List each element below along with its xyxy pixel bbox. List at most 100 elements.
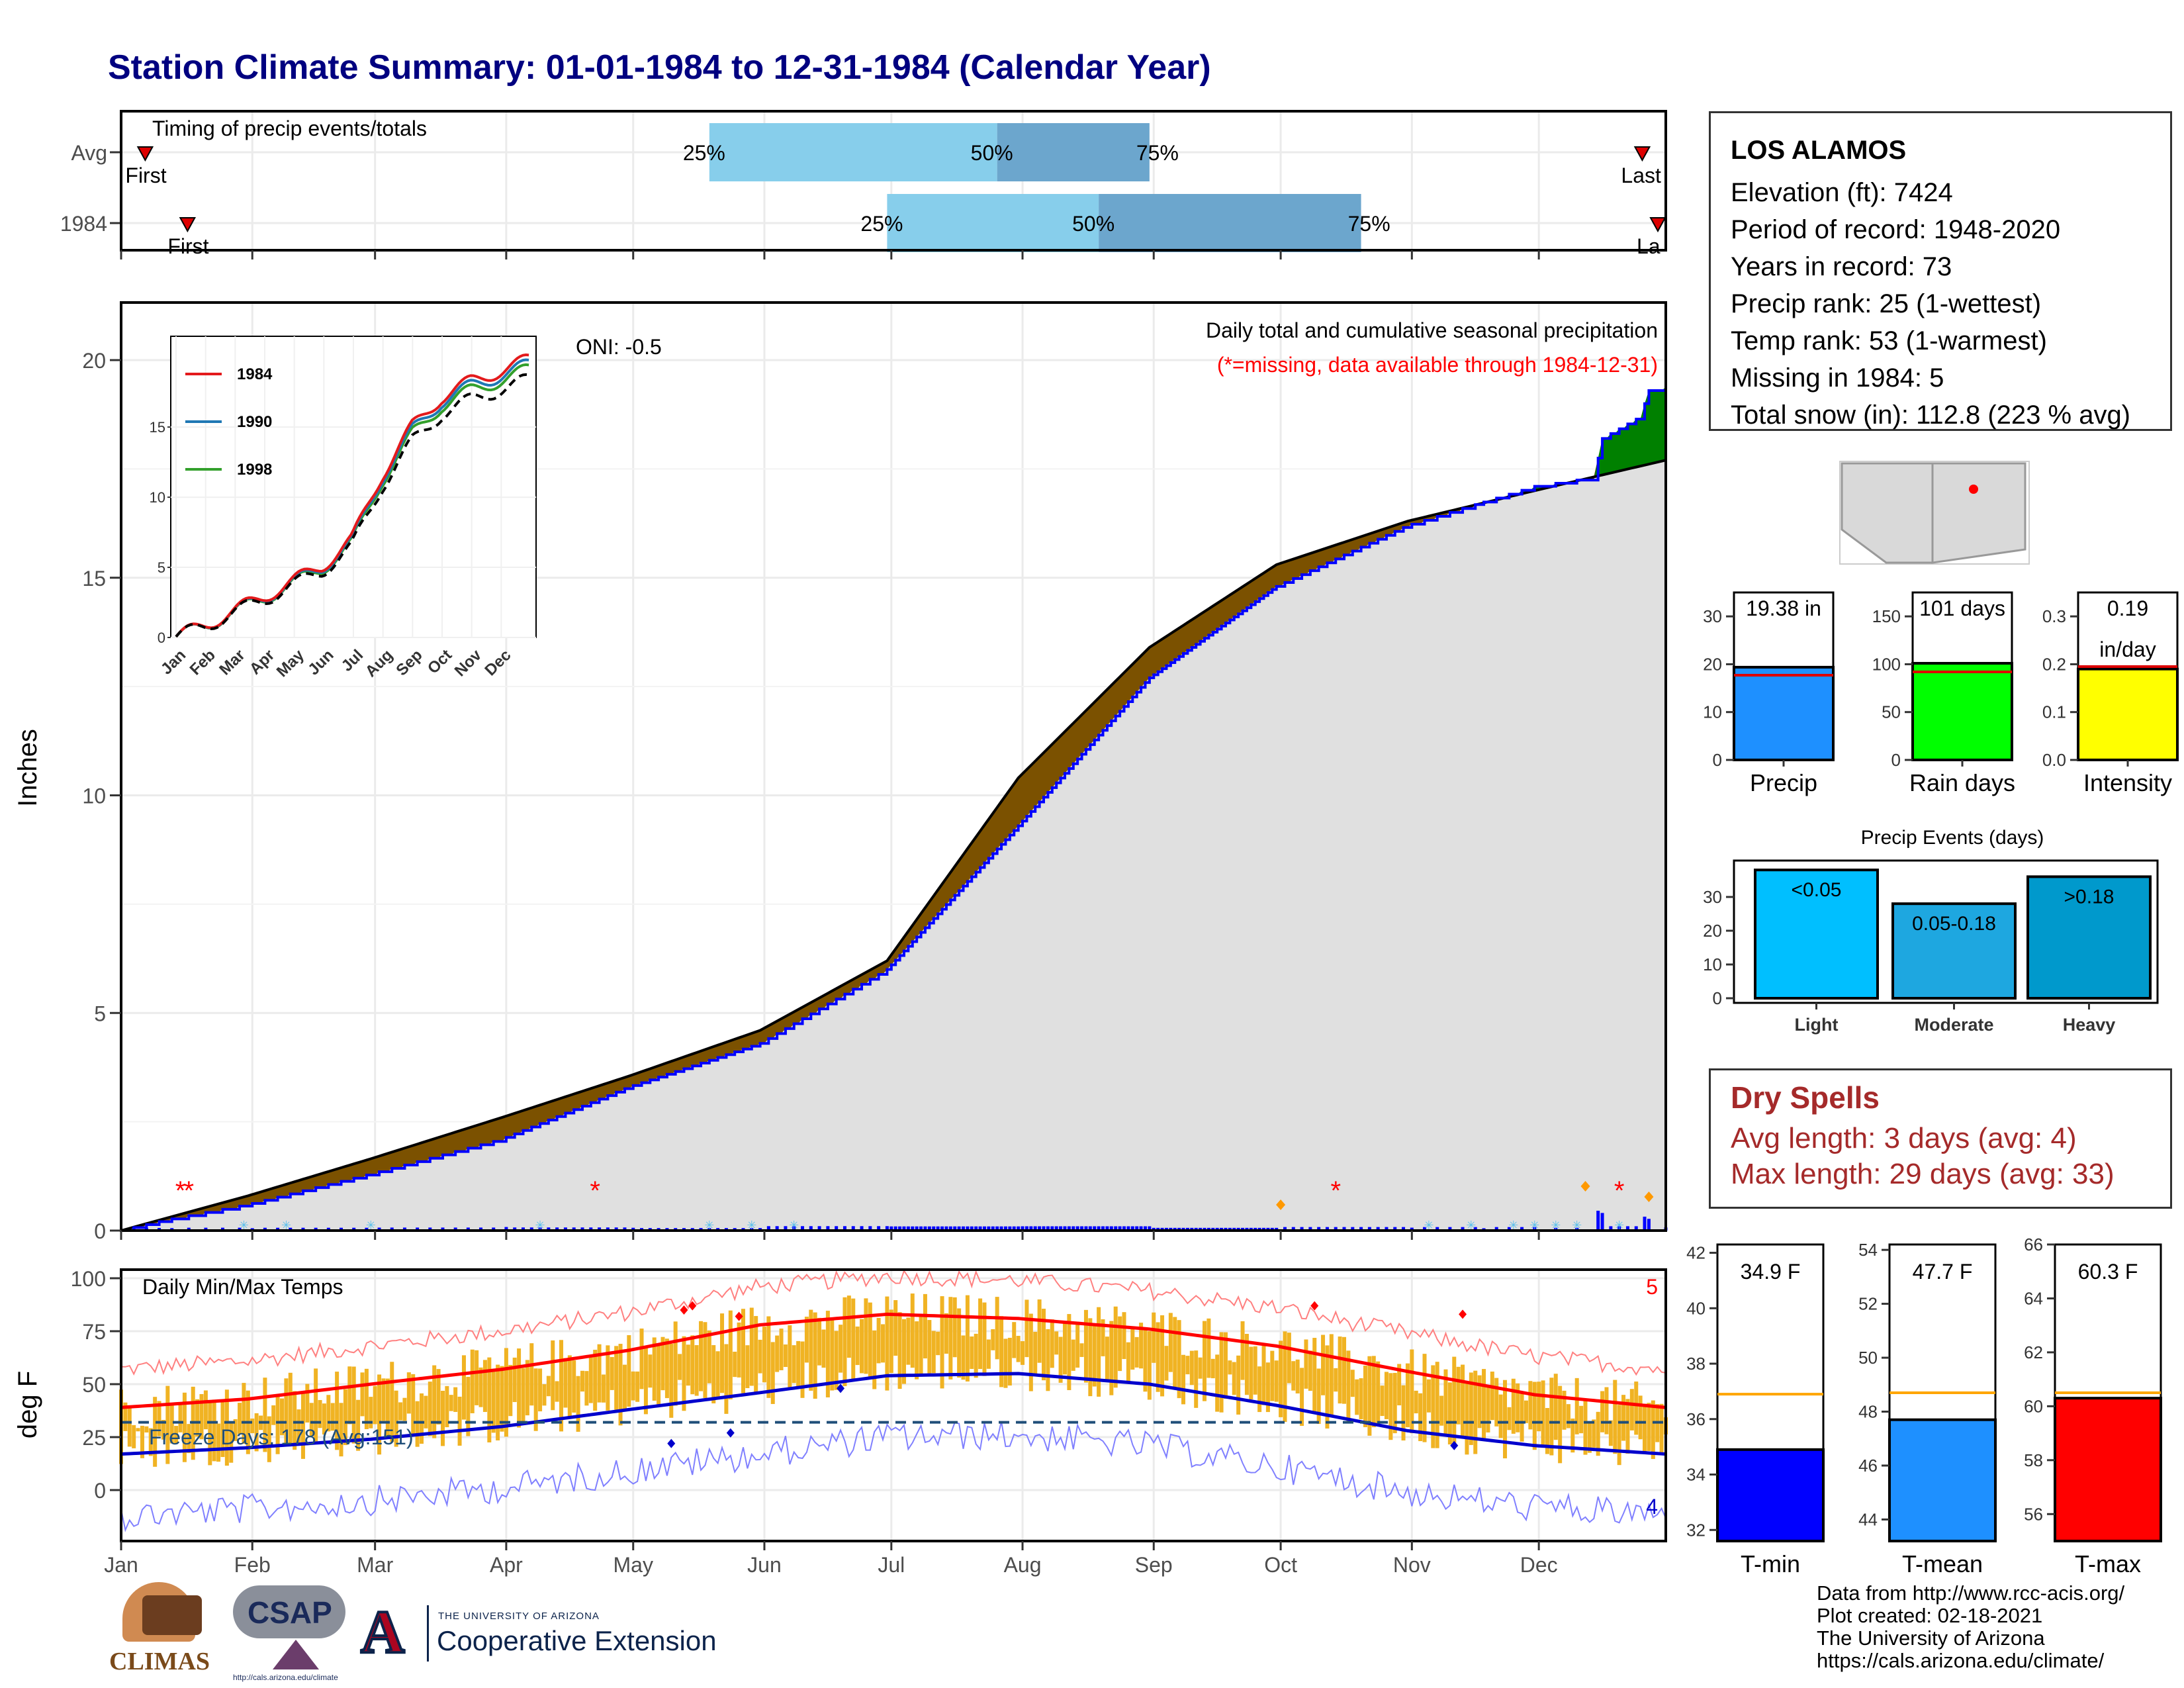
temp-summary-y-tick-label: 56 [2024, 1504, 2043, 1524]
summary-y-tick-label: 0 [1713, 750, 1722, 770]
daily-precip-bar [466, 1227, 470, 1231]
daily-temp-bar [631, 1371, 635, 1401]
daily-temp-bar [919, 1316, 923, 1376]
daily-temp-bar [1164, 1346, 1169, 1381]
daily-temp-bar [165, 1385, 170, 1464]
csap-mountain-icon [273, 1640, 319, 1669]
summary-y-tick-label: 0.0 [2042, 750, 2066, 770]
daily-temp-bar [1537, 1382, 1541, 1432]
daily-precip-bar [1596, 1210, 1600, 1231]
daily-temp-bar [915, 1321, 919, 1380]
daily-temp-bar [1308, 1350, 1312, 1391]
daily-temp-bar [1325, 1345, 1330, 1429]
daily-temp-bar [1558, 1385, 1563, 1464]
daily-temp-bar [238, 1403, 242, 1434]
daily-precip-bar [911, 1226, 915, 1231]
events-bar-label: Light [1795, 1015, 1839, 1035]
daily-temp-bar [1528, 1381, 1533, 1430]
daily-temp-bar [551, 1340, 555, 1411]
daily-temp-bar [770, 1342, 775, 1404]
daily-precip-bar [1473, 1227, 1477, 1231]
daily-temp-bar [652, 1337, 657, 1401]
daily-precip-bar [340, 1227, 343, 1231]
footer-line: https://cals.arizona.edu/climate/ [1817, 1649, 2105, 1672]
daily-temp-bar [1494, 1378, 1499, 1427]
daily-temp-bar [1566, 1404, 1570, 1429]
timing-bar-25-50 [709, 123, 997, 181]
daily-temp-bar [1067, 1314, 1071, 1391]
daily-temp-bar [927, 1320, 932, 1374]
daily-temp-bar [436, 1369, 441, 1425]
daily-temp-bar [851, 1298, 856, 1379]
daily-precip-bar [220, 1227, 224, 1231]
daily-temp-bar [800, 1341, 805, 1398]
events-bar-label: Moderate [1914, 1015, 1993, 1035]
daily-temp-bar [1384, 1372, 1388, 1419]
daily-temp-bar [1232, 1362, 1236, 1395]
daily-precip-bar [1093, 1226, 1097, 1231]
daily-temp-bar [1228, 1360, 1232, 1375]
daily-precip-bar [1266, 1227, 1270, 1231]
daily-precip-bar [1033, 1226, 1037, 1231]
daily-temp-bar [1414, 1390, 1418, 1414]
summary-y-tick-label: 0.3 [2042, 606, 2066, 626]
daily-temp-bar [682, 1336, 686, 1411]
daily-temp-bar [487, 1357, 492, 1443]
daily-temp-bar [728, 1310, 733, 1399]
daily-temp-bar [381, 1378, 386, 1421]
daily-temp-bar [351, 1366, 356, 1444]
record-high-diamond [680, 1305, 688, 1315]
inset-y-tick-label: 5 [158, 559, 165, 576]
daily-temp-bar [978, 1298, 983, 1370]
daily-temp-bar [1147, 1331, 1152, 1400]
daily-temp-bar [834, 1331, 839, 1390]
daily-temp-bar [1139, 1323, 1144, 1369]
daily-temp-bar [1651, 1400, 1655, 1460]
daily-precip-bar [775, 1226, 779, 1231]
daily-precip-bar [1448, 1227, 1452, 1231]
snow-marker: ✳ [1508, 1219, 1518, 1232]
daily-precip-bar [1109, 1226, 1113, 1231]
daily-precip-bar [326, 1227, 330, 1231]
temp-summary-y-tick-label: 62 [2024, 1342, 2043, 1362]
daily-temp-bar [267, 1416, 271, 1462]
temp-summary-value: 34.9 F [1741, 1260, 1801, 1284]
inset-legend-label: 1998 [237, 461, 272, 479]
daily-precip-bar [885, 1226, 889, 1231]
daily-precip-bar [1554, 1227, 1558, 1231]
daily-precip-bar [1342, 1227, 1346, 1231]
daily-temp-bar [1097, 1307, 1101, 1397]
daily-temp-bar [1152, 1312, 1156, 1363]
daily-temp-bar [936, 1331, 940, 1356]
month-label: Dec [1520, 1553, 1558, 1577]
precip-y-label: Inches [13, 729, 42, 807]
daily-precip-bar [547, 1227, 551, 1231]
daily-precip-bar [1609, 1226, 1613, 1231]
temp-summary-value: 60.3 F [2078, 1260, 2138, 1284]
daily-temp-bar [1283, 1331, 1287, 1423]
csap-logo-text: CSAP [248, 1595, 332, 1630]
daily-precip-bar [453, 1227, 457, 1231]
daily-temp-bar [839, 1325, 843, 1373]
summary-bar-value: 19.38 in [1746, 596, 1821, 620]
daily-precip-bar [877, 1226, 881, 1231]
daily-precip-bar [1647, 1219, 1651, 1231]
summary-bar [1733, 665, 1835, 761]
daily-temp-bar [132, 1425, 136, 1448]
temp-y-tick-label: 25 [82, 1426, 106, 1450]
daily-precip-bar [513, 1227, 517, 1231]
daily-temp-bar [394, 1390, 398, 1447]
timing-label-75: 75% [1136, 141, 1179, 165]
daily-temp-bar [1130, 1327, 1135, 1370]
daily-temp-bar [864, 1298, 868, 1374]
daily-precip-bar [352, 1227, 356, 1231]
daily-temp-bar [758, 1339, 762, 1374]
events-bar [1891, 902, 2017, 1000]
temp-summary-y-tick-label: 36 [1686, 1409, 1706, 1429]
daily-temp-bar [1541, 1380, 1545, 1445]
daily-temp-bar [724, 1344, 729, 1414]
last-event-marker [1649, 217, 1666, 233]
station-missing: Missing in 1984: 5 [1731, 363, 1944, 393]
daily-precip-bar [1507, 1227, 1511, 1231]
daily-precip-bar [276, 1227, 280, 1231]
